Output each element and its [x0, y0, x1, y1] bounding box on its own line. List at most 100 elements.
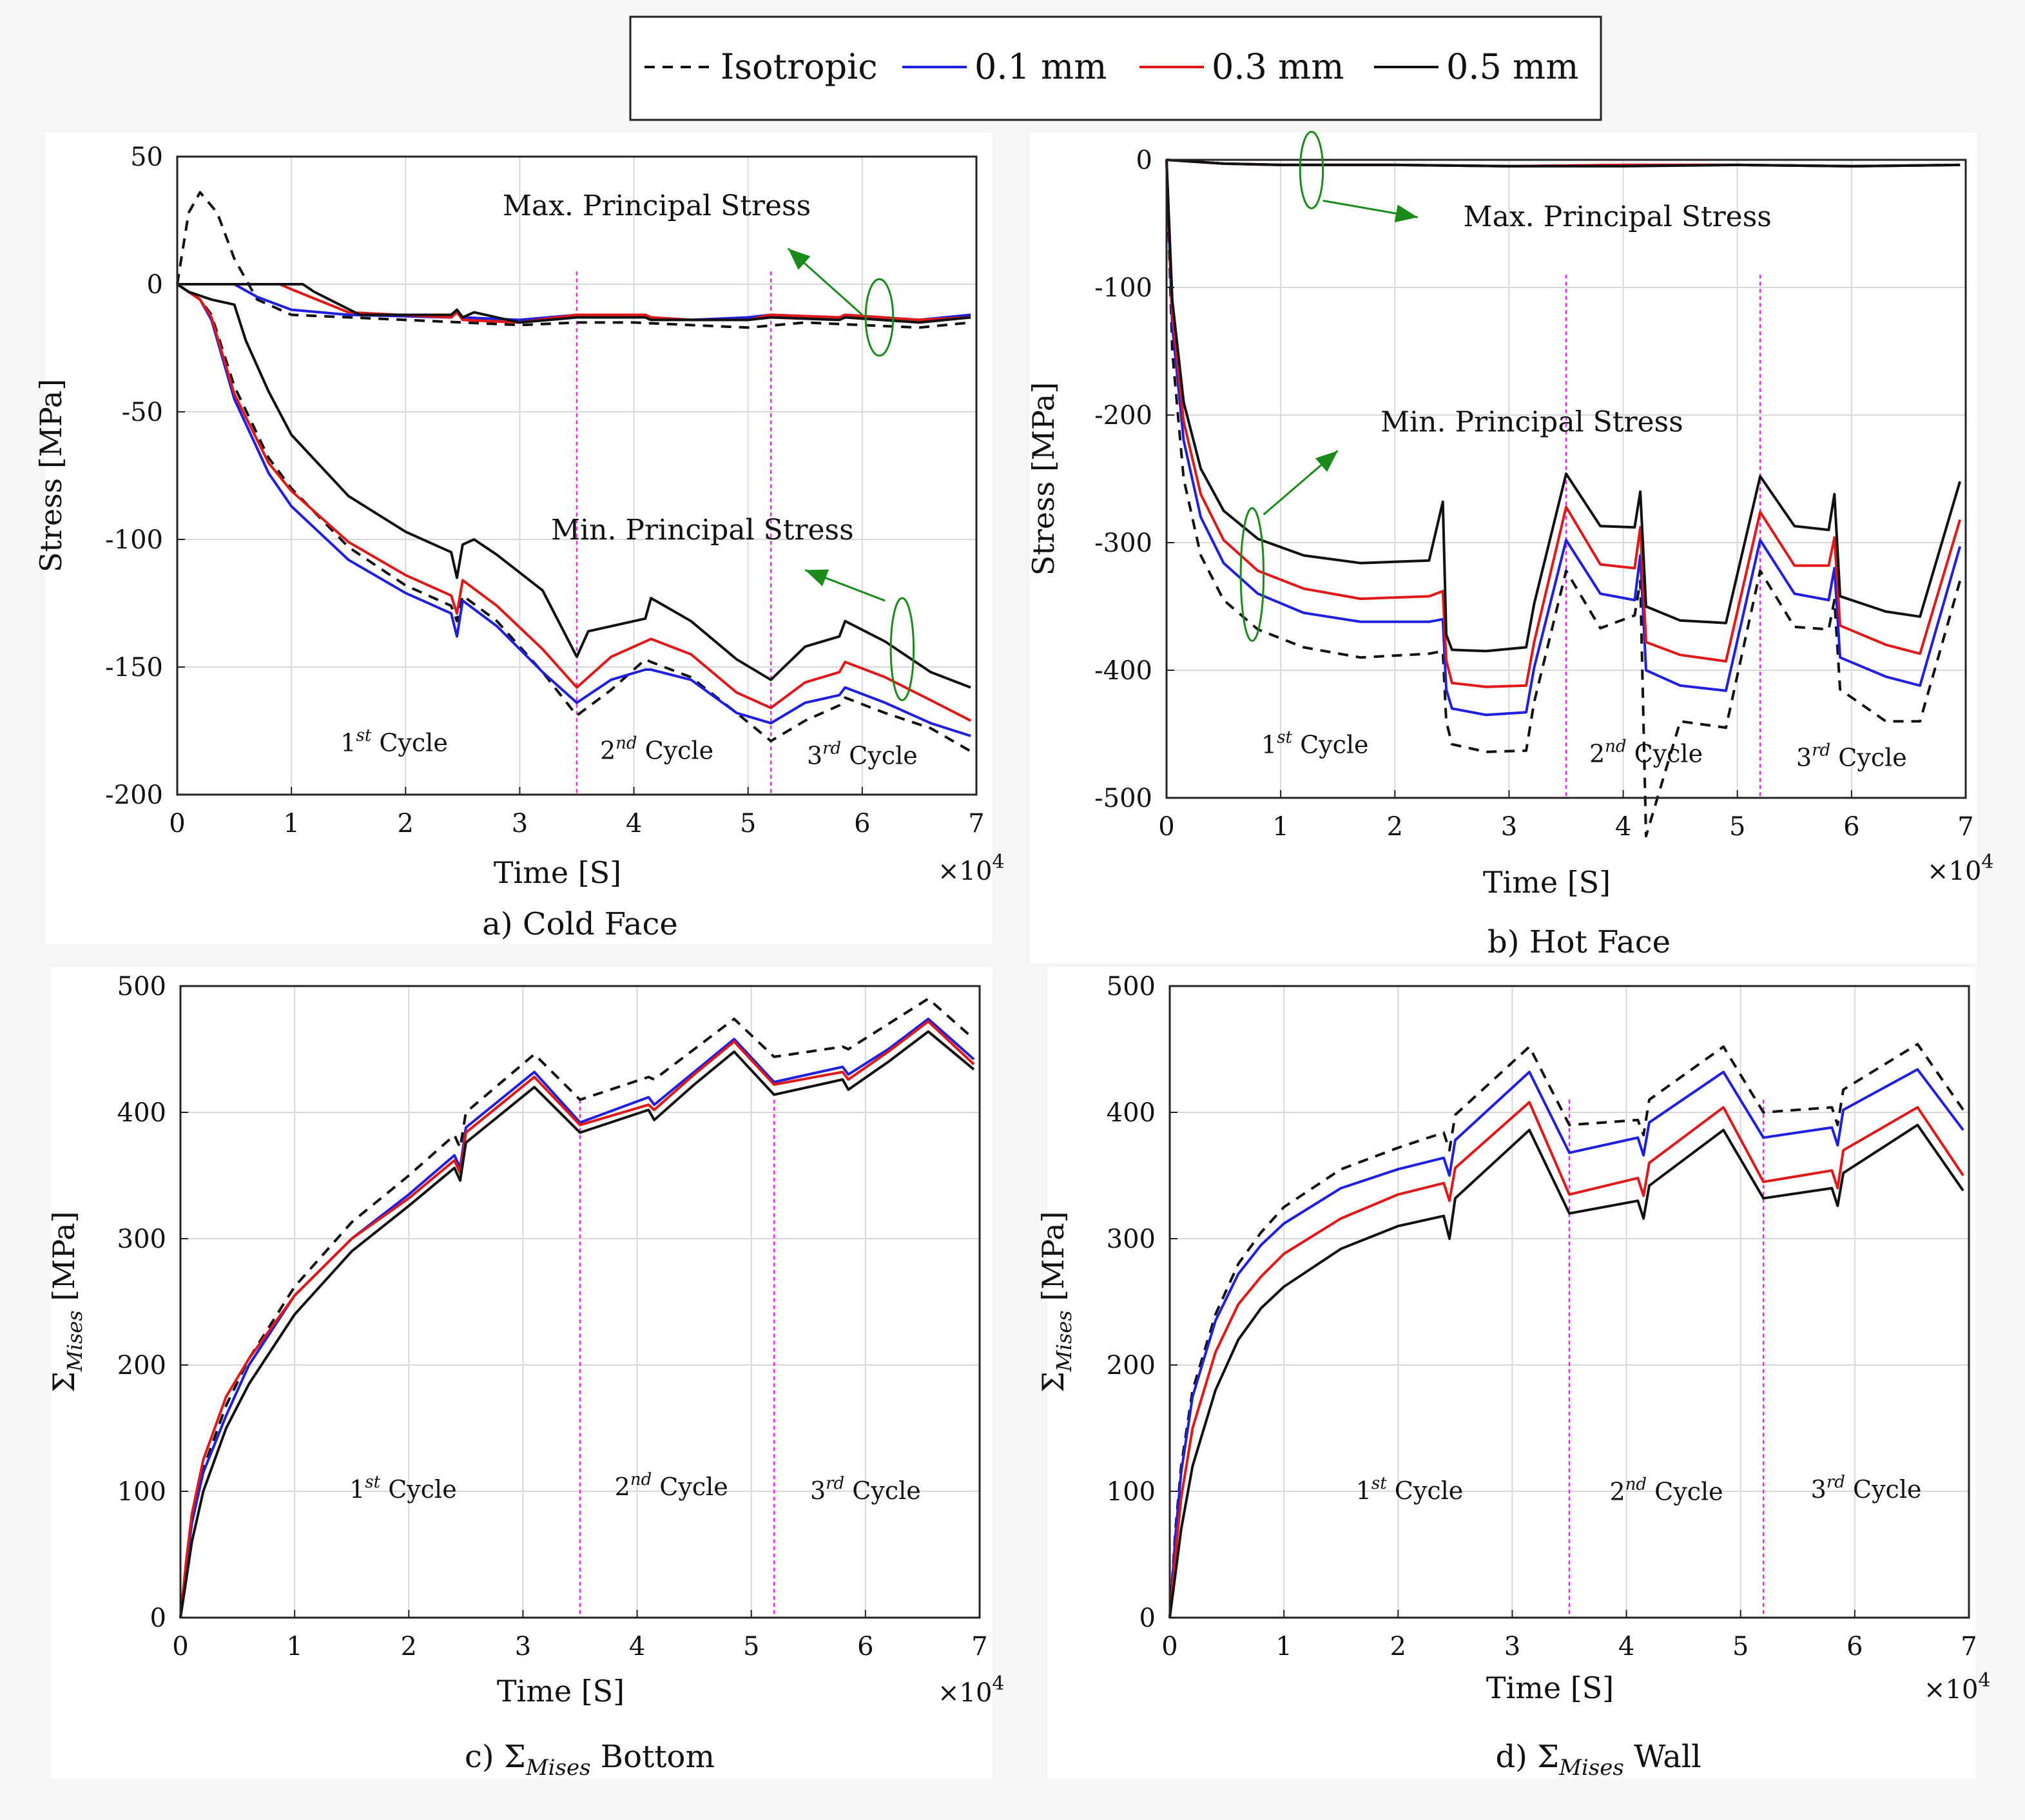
annotation-a-1: Min. Principal Stress	[551, 514, 854, 547]
ytick-label-c-5: 0	[150, 1603, 166, 1633]
series-b-s05-6	[1165, 159, 1962, 653]
caption-d: d) ΣMises Wall	[1495, 1739, 1701, 1781]
cycle-label-c-1: 2nd Cycle	[615, 1470, 728, 1501]
ylabel-b: Stress [MPa]	[1026, 382, 1061, 576]
series-c-s01-1	[179, 1018, 975, 1618]
xtick-label-a-5: 5	[740, 809, 756, 838]
x-multiplier-exp-d: 4	[1978, 1669, 1990, 1692]
x-multiplier-d: ×104	[1924, 1669, 1991, 1705]
xtick-label-b-6: 6	[1843, 812, 1859, 842]
caption-d-sub: Mises	[1558, 1755, 1624, 1781]
xtick-label-a-4: 4	[626, 809, 642, 838]
axes-box-c	[179, 985, 981, 1619]
cycle-text-b-1: Cycle	[1627, 740, 1703, 768]
legend-item-0-3mm: 0.3 mm	[1139, 46, 1344, 87]
cycle-label-a-1: 2nd Cycle	[600, 734, 713, 765]
x-multiplier-a: ×104	[938, 851, 1005, 886]
series-a-s01-5	[176, 283, 971, 737]
cycle-num-d-2: 3	[1811, 1475, 1826, 1504]
cycle-text-d-1: Cycle	[1647, 1478, 1723, 1506]
ytick-label-c-0: 500	[117, 972, 166, 1002]
xtick-label-c-2: 2	[401, 1632, 417, 1661]
legend: Isotropic 0.1 mm 0.3 mm 0.5 mm	[629, 15, 1602, 121]
xlabel-a: Time [S]	[494, 855, 621, 890]
cycle-sup-a-2: rd	[822, 739, 841, 758]
xtick-label-c-5: 5	[743, 1632, 759, 1661]
cycle-num-c-0: 1	[349, 1475, 365, 1504]
ylabel-unit-c: [MPa]	[46, 1211, 81, 1310]
x-multiplier-base-b: ×10	[1927, 857, 1981, 886]
legend-box	[629, 15, 1602, 121]
caption-a: a) Cold Face	[482, 906, 678, 942]
xtick-label-b-5: 5	[1729, 812, 1745, 842]
xtick-label-d-7: 7	[1961, 1632, 1977, 1661]
ytick-label-b-1: -100	[1094, 273, 1152, 303]
ytick-label-a-5: -200	[105, 780, 163, 810]
ytick-label-a-3: -100	[105, 525, 163, 555]
cycle-label-d-2: 3rd Cycle	[1811, 1473, 1922, 1504]
axes-box-b	[1165, 159, 1967, 799]
xtick-label-b-1: 1	[1272, 812, 1288, 842]
ytick-label-b-2: -200	[1094, 401, 1152, 431]
cycle-num-b-0: 1	[1261, 731, 1277, 759]
cycle-label-b-2: 3rd Cycle	[1796, 741, 1907, 772]
cycle-text-d-2: Cycle	[1845, 1475, 1922, 1504]
ytick-label-b-5: -500	[1094, 784, 1152, 813]
ylabel-main-d: Σ	[1036, 1371, 1071, 1393]
cycle-sup-a-1: nd	[615, 734, 637, 753]
ylabel-unit-d: [MPa]	[1036, 1211, 1071, 1310]
cycle-text-a-0: Cycle	[371, 729, 448, 757]
xtick-label-b-3: 3	[1501, 812, 1517, 842]
cycle-num-c-2: 3	[810, 1476, 826, 1505]
cycle-text-d-0: Cycle	[1387, 1476, 1464, 1505]
x-multiplier-exp-b: 4	[1981, 851, 1993, 873]
ytick-label-d-4: 100	[1107, 1477, 1156, 1507]
cycle-label-c-0: 1st Cycle	[349, 1473, 457, 1504]
cycle-num-d-0: 1	[1356, 1476, 1371, 1505]
caption-c-prefix: c) Σ	[465, 1739, 526, 1775]
xtick-label-c-4: 4	[629, 1632, 645, 1661]
ytick-label-b-0: 0	[1136, 146, 1152, 175]
xlabel-b: Time [S]	[1483, 865, 1611, 900]
cycle-num-a-0: 1	[340, 729, 356, 757]
xtick-label-b-2: 2	[1387, 812, 1403, 842]
ytick-label-a-0: 50	[130, 142, 163, 172]
legend-item-isotropic: Isotropic	[644, 46, 878, 87]
cycle-sup-d-0: st	[1371, 1474, 1387, 1493]
cycle-text-b-2: Cycle	[1830, 744, 1907, 772]
annotation-ellipse-a-1	[889, 597, 915, 701]
ylabel-d: ΣMises [MPa]	[1036, 1211, 1076, 1392]
panel-c-background	[52, 967, 993, 1779]
ytick-label-c-2: 300	[117, 1225, 166, 1254]
x-multiplier-base-c: ×10	[938, 1678, 992, 1708]
cycle-label-b-0: 1st Cycle	[1261, 728, 1369, 759]
cycle-text-b-0: Cycle	[1292, 731, 1369, 759]
panel-b-background	[1030, 132, 1977, 963]
panel-a-background	[45, 132, 993, 944]
ylabel-main-c: Σ	[46, 1371, 81, 1393]
axes-box-a	[176, 155, 978, 796]
cycle-sup-b-2: rd	[1812, 741, 1830, 760]
xtick-label-c-0: 0	[172, 1632, 188, 1661]
xtick-label-a-7: 7	[968, 809, 984, 838]
x-multiplier-c: ×104	[938, 1672, 1005, 1708]
ytick-label-d-1: 400	[1107, 1098, 1156, 1128]
annotation-arrowhead-a-0	[788, 248, 811, 270]
xtick-label-d-3: 3	[1504, 1632, 1520, 1661]
xtick-label-d-5: 5	[1732, 1632, 1749, 1661]
annotation-arrowhead-b-1	[1315, 450, 1338, 472]
ytick-label-a-1: 0	[147, 270, 163, 300]
caption-c: c) ΣMises Bottom	[465, 1739, 715, 1781]
xtick-label-d-2: 2	[1390, 1632, 1406, 1661]
legend-item-0-5mm: 0.5 mm	[1374, 46, 1578, 87]
annotation-a-0: Max. Principal Stress	[503, 189, 811, 222]
series-a-isotropic-0	[176, 191, 971, 329]
ytick-label-a-2: -50	[122, 398, 163, 427]
cycle-num-c-1: 2	[615, 1473, 630, 1501]
cycle-text-a-1: Cycle	[637, 737, 714, 765]
xtick-label-a-2: 2	[398, 809, 414, 838]
series-c-s03-2	[179, 1020, 975, 1618]
